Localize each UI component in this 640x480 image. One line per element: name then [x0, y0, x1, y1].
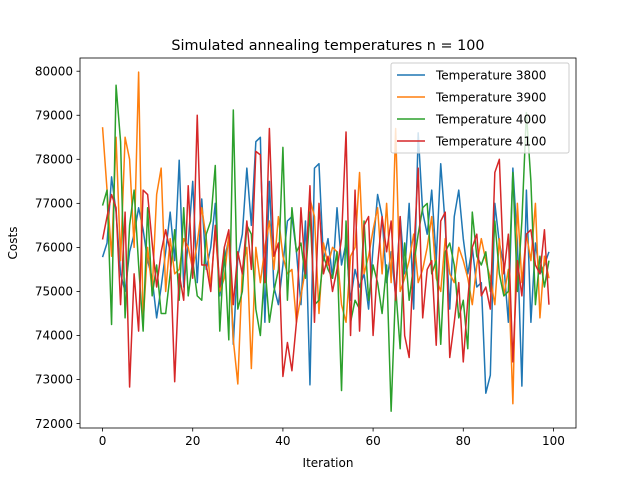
series-line-4 [101, 114, 550, 388]
series-line-1 [101, 132, 550, 394]
x-axis-label: Iteration [303, 456, 354, 470]
y-tick-label: 79000 [35, 108, 73, 122]
y-tick-label: 78000 [35, 153, 73, 167]
axes-frame [79, 57, 577, 429]
y-tick-label: 77000 [35, 197, 73, 211]
x-tick-label: 40 [275, 434, 290, 448]
x-axis-ticks: 0 20 40 60 80 100 [99, 428, 565, 448]
y-tick-label: 74000 [35, 329, 73, 343]
y-tick-label: 75000 [35, 285, 73, 299]
legend-label-3: Temperature 4000 [435, 113, 546, 127]
y-tick-label: 73000 [35, 373, 73, 387]
y-axis-label: Costs [6, 227, 20, 260]
plot-area [101, 71, 550, 413]
y-tick-label: 72000 [35, 417, 73, 431]
y-axis-ticks: 72000 73000 74000 75000 76000 77000 78000 79000… [35, 64, 80, 431]
x-tick-label: 60 [365, 434, 380, 448]
y-tick-label: 76000 [35, 241, 73, 255]
legend-label-4: Temperature 4100 [435, 135, 546, 149]
x-tick-label: 100 [542, 434, 565, 448]
legend-box [390, 62, 570, 154]
x-tick-label: 20 [185, 434, 200, 448]
y-tick-label: 80000 [35, 64, 73, 78]
legend-label-2: Temperature 3900 [435, 91, 546, 105]
x-tick-label: 0 [99, 434, 107, 448]
x-tick-label: 80 [456, 434, 471, 448]
legend-label-1: Temperature 3800 [435, 69, 546, 83]
legend: Temperature 3800 Temperature 3900 Temperat… [390, 62, 570, 154]
chart-title: Simulated annealing temperatures n = 100 [171, 38, 484, 54]
